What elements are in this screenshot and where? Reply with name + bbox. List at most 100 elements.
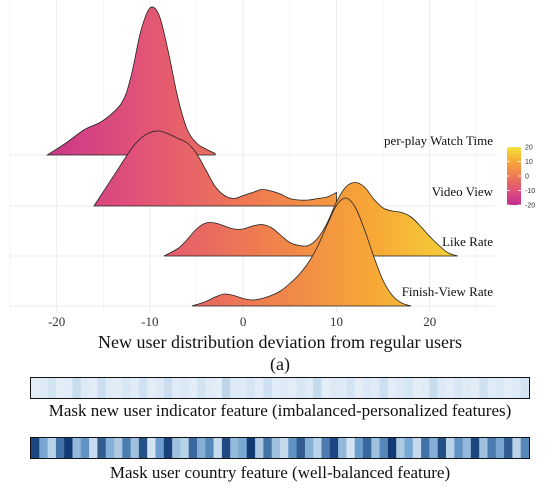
mask-cell	[488, 438, 497, 458]
mask-cell	[463, 438, 472, 458]
mask-cell	[305, 378, 314, 398]
mask-cell	[280, 378, 289, 398]
mask-cell	[56, 378, 65, 398]
mask-cell	[180, 378, 189, 398]
mask-cell	[122, 438, 131, 458]
mask-cell	[139, 378, 148, 398]
mask-cell	[97, 438, 106, 458]
mask-cell	[147, 438, 156, 458]
mask-cell	[64, 438, 73, 458]
mask-cell	[288, 438, 297, 458]
mask-cell	[512, 378, 521, 398]
mask-cell	[346, 378, 355, 398]
mask-cell	[64, 378, 73, 398]
mask-cell	[512, 438, 521, 458]
mask-cell	[164, 438, 173, 458]
mask-cell	[322, 438, 331, 458]
mask-cell	[106, 438, 115, 458]
mask-cell	[446, 378, 455, 398]
mask-cell	[504, 378, 513, 398]
mask-cell	[48, 438, 57, 458]
color-scale-legend: 20 10 0 -10 -20	[507, 145, 535, 210]
grid-lines	[10, 0, 495, 312]
density-ridges	[47, 7, 457, 306]
mask-cell	[73, 378, 82, 398]
mask-cell	[413, 438, 422, 458]
mask-caption-new-user: Mask new user indicator feature (imbalan…	[0, 401, 560, 421]
mask-cell	[454, 378, 463, 398]
x-tick-label: -20	[48, 314, 65, 329]
mask-cell	[131, 438, 140, 458]
mask-strip-country	[30, 437, 530, 459]
mask-cell	[429, 438, 438, 458]
mask-cell	[380, 378, 389, 398]
mask-cell	[172, 378, 181, 398]
x-tick-label: 0	[240, 314, 247, 329]
mask-cell	[97, 378, 106, 398]
mask-cell	[388, 438, 397, 458]
color-scale-tick: -10	[525, 188, 535, 195]
mask-cell	[89, 378, 98, 398]
mask-cell	[313, 438, 322, 458]
series-label: Video View	[432, 184, 494, 199]
mask-cell	[48, 378, 57, 398]
mask-cell	[114, 438, 123, 458]
mask-cell	[230, 378, 239, 398]
mask-cell	[189, 378, 198, 398]
mask-cell	[405, 438, 414, 458]
mask-cell	[313, 378, 322, 398]
mask-cell	[239, 438, 248, 458]
mask-cell	[330, 378, 339, 398]
mask-cell	[205, 438, 214, 458]
mask-cell	[81, 378, 90, 398]
mask-cell	[73, 438, 82, 458]
mask-cell	[89, 438, 98, 458]
mask-cell	[288, 378, 297, 398]
mask-cell	[156, 378, 165, 398]
mask-cell	[496, 378, 505, 398]
mask-cell	[230, 438, 239, 458]
mask-cell	[205, 378, 214, 398]
mask-cell	[338, 378, 347, 398]
mask-cell	[31, 438, 40, 458]
mask-cell	[305, 438, 314, 458]
x-tick-label: -10	[141, 314, 158, 329]
mask-strip-new-user	[30, 377, 530, 399]
mask-cell	[197, 438, 206, 458]
mask-cell	[380, 438, 389, 458]
mask-cell	[106, 378, 115, 398]
mask-cell	[255, 438, 264, 458]
mask-cell	[405, 378, 414, 398]
mask-cell	[471, 438, 480, 458]
mask-cell	[363, 378, 372, 398]
mask-cell	[180, 438, 189, 458]
mask-cell	[471, 378, 480, 398]
mask-cell	[139, 438, 148, 458]
mask-cell	[156, 438, 165, 458]
series-label: Like Rate	[442, 234, 493, 249]
ridgeline-chart: per-play Watch Time Video View Like Rate Fi…	[0, 0, 560, 330]
mask-cell	[239, 378, 248, 398]
series-label: Finish-View Rate	[402, 284, 494, 299]
mask-cell	[131, 378, 140, 398]
mask-cell	[338, 438, 347, 458]
mask-cell	[263, 438, 272, 458]
ridge-per-play-watch-time	[47, 7, 215, 155]
panel-label: (a)	[0, 354, 560, 375]
mask-cell	[247, 378, 256, 398]
mask-cell	[297, 378, 306, 398]
mask-cell	[280, 438, 289, 458]
x-tick-label: 10	[330, 314, 343, 329]
mask-cell	[396, 438, 405, 458]
color-scale-tick: 20	[525, 145, 533, 152]
mask-cell	[521, 378, 529, 398]
x-tick-labels: -20 -10 0 10 20	[48, 314, 436, 329]
color-scale-tick: 10	[525, 159, 533, 166]
color-scale-tick: 0	[525, 174, 529, 181]
x-tick-label: 20	[423, 314, 436, 329]
mask-cell	[297, 438, 306, 458]
mask-cell	[197, 378, 206, 398]
mask-cell	[438, 378, 447, 398]
x-axis-title: New user distribution deviation from reg…	[0, 332, 560, 353]
mask-cell	[81, 438, 90, 458]
